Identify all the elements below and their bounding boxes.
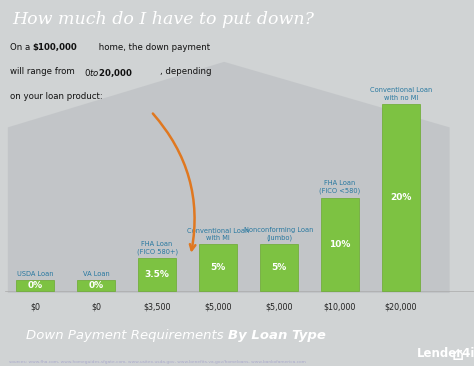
- Text: Down Payment Requirements: Down Payment Requirements: [26, 329, 228, 342]
- Text: 5%: 5%: [210, 263, 226, 272]
- Text: 3.5%: 3.5%: [145, 270, 170, 279]
- Text: 10%: 10%: [329, 240, 351, 249]
- Bar: [16, 280, 54, 291]
- Text: VA Loan: VA Loan: [83, 270, 109, 277]
- Bar: [321, 198, 359, 291]
- Text: 5%: 5%: [271, 263, 287, 272]
- Text: $10,000: $10,000: [324, 302, 356, 311]
- Text: FHA Loan
(FICO <580): FHA Loan (FICO <580): [319, 180, 361, 194]
- Text: , depending: , depending: [160, 67, 212, 76]
- Text: $3,500: $3,500: [143, 302, 171, 311]
- Text: $0 to $20,000: $0 to $20,000: [84, 67, 133, 79]
- Polygon shape: [8, 62, 450, 293]
- Text: will range from: will range from: [9, 67, 77, 76]
- Text: ⌂: ⌂: [451, 345, 464, 364]
- Text: 20%: 20%: [390, 193, 411, 202]
- Bar: [382, 104, 420, 291]
- Text: Lender4it: Lender4it: [417, 347, 474, 360]
- Text: 0%: 0%: [27, 281, 43, 290]
- Text: $5,000: $5,000: [265, 302, 293, 311]
- Text: Nonconforming Loan
(Jumbo): Nonconforming Loan (Jumbo): [244, 227, 314, 241]
- Bar: [260, 244, 298, 291]
- Text: By Loan Type: By Loan Type: [228, 329, 325, 342]
- Text: On a: On a: [9, 43, 33, 52]
- Text: FHA Loan
(FICO 580+): FHA Loan (FICO 580+): [137, 241, 178, 255]
- Text: $100,000: $100,000: [33, 43, 78, 52]
- Bar: [77, 280, 115, 291]
- Text: $5,000: $5,000: [204, 302, 232, 311]
- Text: home, the down payment: home, the down payment: [96, 43, 210, 52]
- Text: Conventional Loan
with no MI: Conventional Loan with no MI: [370, 87, 432, 101]
- Text: sources: www.fha.com, www.homeguides.sfgate.com, www.usitex.usda.gov, www.benefi: sources: www.fha.com, www.homeguides.sfg…: [9, 360, 306, 364]
- Text: How much do I have to put down?: How much do I have to put down?: [12, 11, 314, 28]
- Text: $0: $0: [91, 302, 101, 311]
- Text: $20,000: $20,000: [384, 302, 417, 311]
- Text: Conventional Loan
with MI: Conventional Loan with MI: [187, 228, 249, 241]
- Text: USDA Loan: USDA Loan: [17, 270, 54, 277]
- Bar: [199, 244, 237, 291]
- Bar: [138, 258, 176, 291]
- Text: on your loan product:: on your loan product:: [9, 92, 102, 101]
- Text: 0%: 0%: [89, 281, 104, 290]
- Text: $0: $0: [30, 302, 40, 311]
